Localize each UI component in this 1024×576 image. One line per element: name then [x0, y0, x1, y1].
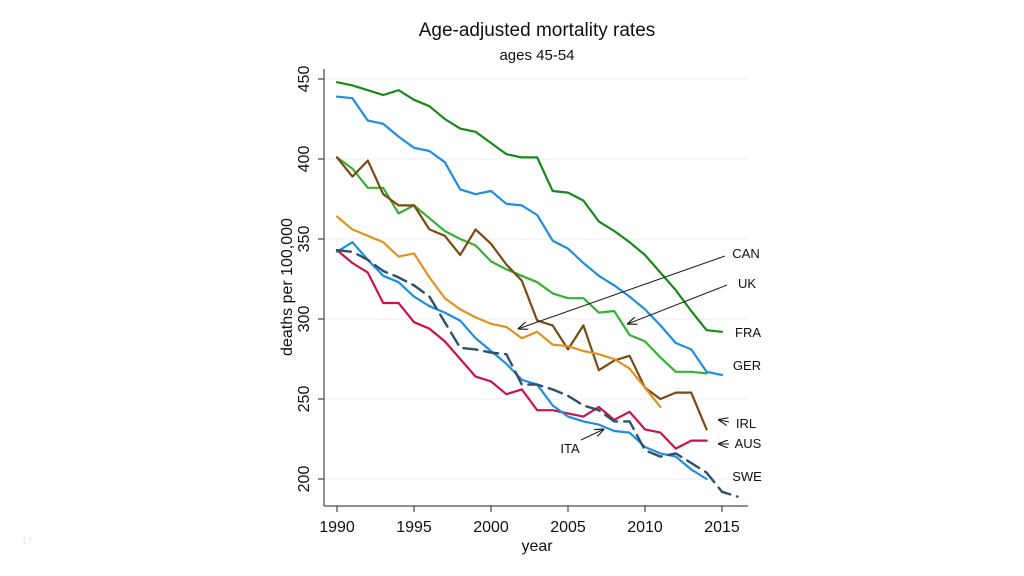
gridlines: [324, 78, 748, 480]
series-line-aus: [335, 249, 708, 450]
arrow-can: [519, 255, 726, 329]
slide-number: 17: [22, 536, 33, 546]
y-tick-label: 350: [296, 226, 313, 253]
y-tick-label: 200: [296, 466, 313, 493]
label-ger: GER: [733, 358, 761, 373]
label-ita: ITA: [560, 441, 580, 456]
series-line-ger: [335, 95, 724, 377]
annotations: CAN UK FRA GER IRL AUS ITA SWE: [519, 246, 762, 484]
y-tick-label: 300: [296, 306, 313, 333]
series-line-fra: [335, 81, 724, 333]
x-axis-label: year: [521, 538, 553, 555]
x-tick-label: 2010: [627, 519, 663, 536]
axes: 200 250 300 350 400 450 1990 1995 2000 2005 2010 20…: [296, 66, 748, 536]
label-swe: SWE: [732, 469, 762, 484]
arrow-ita: [580, 429, 603, 441]
series-line-swe: [335, 248, 739, 498]
label-uk: UK: [738, 276, 756, 291]
x-tick-label: 2000: [473, 519, 509, 536]
label-irl: IRL: [736, 416, 756, 431]
chart-title: Age-adjusted mortality rates: [419, 20, 656, 41]
y-tick-label: 400: [296, 146, 313, 173]
arrow-irl: [719, 420, 730, 422]
chart-subtitle: ages 45-54: [499, 47, 574, 64]
series-line-uk: [335, 156, 708, 375]
label-can: CAN: [732, 246, 759, 261]
series-line-can: [335, 215, 662, 409]
x-tick-label: 2005: [550, 519, 586, 536]
x-tick-label: 2015: [704, 519, 740, 536]
y-axis-label: deaths per 100,000: [279, 218, 296, 356]
y-tick-label: 450: [296, 66, 313, 93]
x-tick-label: 1995: [396, 519, 432, 536]
arrow-uk: [628, 284, 728, 324]
y-tick-label: 250: [296, 386, 313, 413]
label-fra: FRA: [735, 325, 761, 340]
series-lines: [335, 81, 739, 498]
x-tick-label: 1990: [319, 519, 355, 536]
series-line-ita: [335, 241, 708, 481]
label-aus: AUS: [735, 436, 762, 451]
